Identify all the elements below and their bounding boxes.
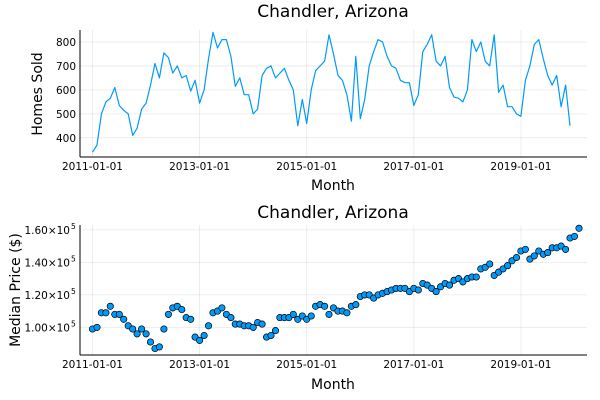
median-price-point: [307, 312, 315, 320]
median-price-y-tick-exponent: 5: [71, 254, 76, 263]
median-price-title: Chandler, Arizona: [257, 203, 408, 223]
median-price-point: [204, 322, 213, 330]
homes-sold-y-tick-label: 500: [56, 109, 76, 121]
median-price-y-tick-label: 1.60×10: [24, 225, 70, 237]
median-price-point: [267, 331, 275, 340]
median-price-point: [562, 245, 570, 253]
homes-sold-x-tick-label: 2011-01-01: [62, 161, 123, 173]
median-price-panel: Chandler, Arizona 1.00×10 51.20×10 51.40×1…: [8, 203, 587, 393]
median-price-point: [570, 232, 579, 240]
median-price-x-tick-label: 2013-01-01: [169, 359, 230, 371]
homes-sold-y-tick-label: 800: [56, 37, 76, 49]
median-price-y-tick-label: 1.20×10: [24, 290, 70, 302]
median-price-point: [218, 304, 226, 312]
homes-sold-line: [91, 31, 571, 153]
median-price-point: [102, 309, 110, 317]
median-price-point: [142, 330, 150, 338]
median-price-x-tick-label: 2019-01-01: [490, 359, 551, 371]
median-price-point: [115, 310, 123, 318]
median-price-y-tick-exponent: 5: [71, 319, 76, 328]
median-price-point: [133, 330, 141, 338]
median-price-x-label: Month: [311, 377, 355, 393]
median-price-point: [258, 320, 266, 328]
median-price-point: [575, 224, 583, 232]
median-price-point: [445, 281, 454, 289]
median-price-y-label: Median Price ($): [8, 233, 24, 347]
median-price-y-ticks: 1.00×10 51.20×10 51.40×10 51.60×10 5: [24, 222, 76, 335]
homes-sold-grid: [80, 30, 587, 157]
median-price-point: [160, 325, 168, 333]
median-price-point: [321, 302, 329, 310]
median-price-point: [93, 323, 101, 331]
median-price-y-tick-exponent: 5: [71, 222, 76, 231]
median-price-point: [227, 314, 235, 322]
median-price-point: [196, 336, 204, 344]
homes-sold-y-tick-label: 600: [56, 85, 76, 97]
homes-sold-x-ticks: 2011-01-01 2013-01-01 2015-01-01 2017-01-01…: [62, 161, 551, 173]
median-price-point: [352, 301, 360, 309]
median-price-point: [138, 325, 146, 333]
median-price-point: [146, 338, 155, 346]
median-price-point: [325, 310, 333, 318]
median-price-point: [164, 310, 172, 318]
median-price-point: [289, 310, 297, 318]
median-price-point: [544, 249, 552, 257]
homes-sold-title: Chandler, Arizona: [257, 2, 408, 22]
median-price-x-tick-label: 2015-01-01: [276, 359, 337, 371]
homes-sold-y-tick-label: 400: [56, 133, 76, 145]
homes-sold-y-label: Homes Sold: [30, 52, 46, 135]
homes-sold-y-tick-label: 700: [56, 61, 76, 73]
median-price-point: [155, 343, 163, 351]
homes-sold-series: [91, 31, 571, 153]
median-price-y-tick-exponent: 5: [71, 287, 76, 296]
homes-sold-x-tick-label: 2013-01-01: [169, 161, 230, 173]
median-price-point: [530, 252, 538, 260]
median-price-grid: [80, 225, 587, 355]
median-price-x-tick-label: 2017-01-01: [383, 359, 444, 371]
median-price-point: [106, 302, 114, 310]
median-price-point: [129, 325, 137, 333]
median-price-x-ticks: 2011-01-01 2013-01-01 2015-01-01 2017-01-01…: [62, 359, 551, 371]
median-price-series: [88, 224, 583, 353]
median-price-point: [414, 286, 422, 294]
median-price-point: [512, 253, 521, 262]
median-price-y-tick-label: 1.40×10: [24, 257, 70, 269]
median-price-point: [504, 262, 512, 270]
median-price-point: [271, 327, 280, 335]
median-price-point: [432, 288, 440, 296]
median-price-point: [521, 245, 529, 253]
median-price-point: [486, 260, 494, 268]
median-price-x-tick-label: 2011-01-01: [62, 359, 123, 371]
median-price-y-tick-label: 1.00×10: [24, 322, 70, 334]
median-price-point: [472, 273, 480, 281]
homes-sold-panel: Chandler, Arizona 400 500 600 700 800 2011-0…: [30, 2, 587, 194]
homes-sold-x-tick-label: 2019-01-01: [490, 161, 551, 173]
median-price-point: [120, 315, 128, 323]
median-price-point: [200, 331, 208, 340]
median-price-point: [187, 315, 195, 323]
median-price-point: [178, 305, 186, 314]
homes-sold-x-tick-label: 2015-01-01: [276, 161, 337, 173]
median-price-point: [343, 309, 351, 317]
homes-sold-y-ticks: 400 500 600 700 800: [56, 37, 76, 145]
homes-sold-x-tick-label: 2017-01-01: [383, 161, 444, 173]
median-price-point: [249, 323, 257, 331]
homes-sold-x-label: Month: [311, 178, 355, 194]
